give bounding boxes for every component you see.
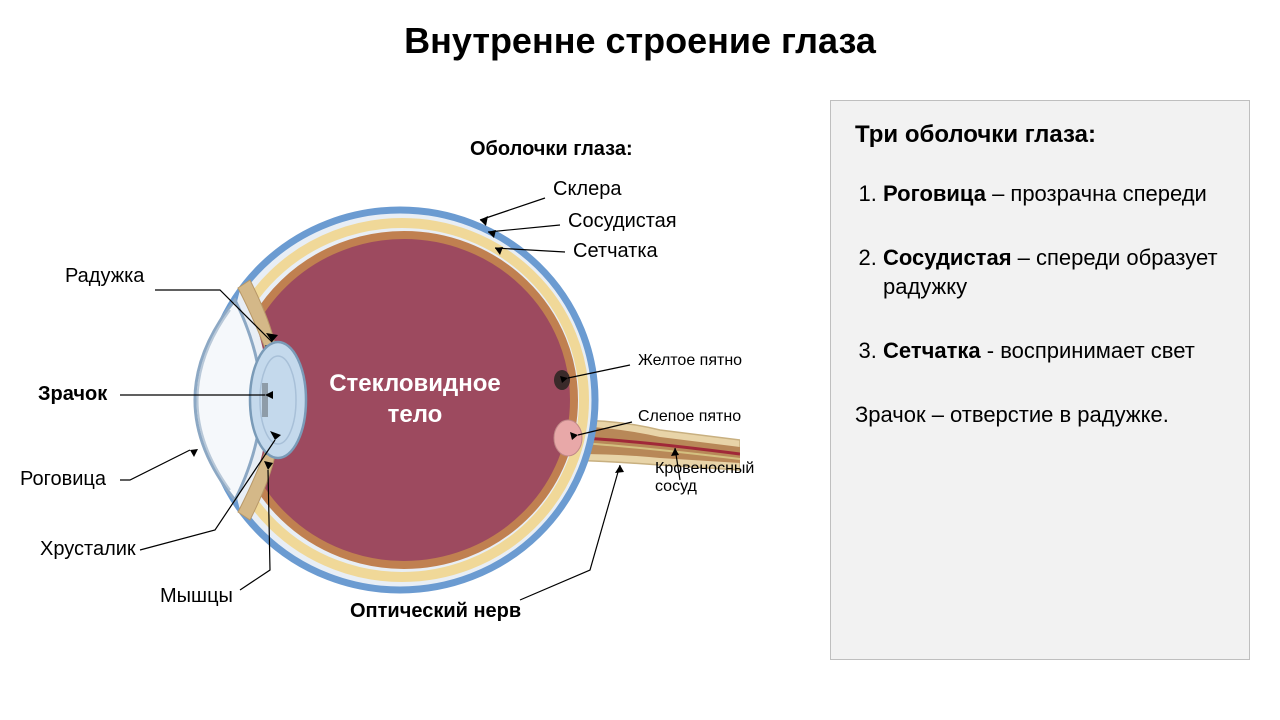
sidebar-footer: Зрачок – отверстие в радужке. (855, 400, 1225, 430)
sidebar-item-1: Роговица – прозрачна спереди (883, 179, 1225, 209)
label-optic-nerve: Оптический нерв (350, 600, 521, 623)
eye-diagram: Оболочки глаза: Склера Сосудистая Сетчат… (20, 90, 780, 690)
sidebar-panel: Три оболочки глаза: Роговица – прозрачна… (830, 100, 1250, 660)
label-blood-vessel: Кровеносный сосуд (655, 460, 754, 497)
label-blind-spot: Слепое пятно (638, 408, 741, 426)
sidebar-list: Роговица – прозрачна спереди Сосудистая … (855, 179, 1225, 366)
label-yellow-spot: Желтое пятно (638, 352, 742, 370)
label-pupil: Зрачок (38, 383, 107, 406)
label-cornea: Роговица (20, 468, 106, 491)
sidebar-item-2: Сосудистая – спереди образует радужку (883, 243, 1225, 302)
label-retina: Сетчатка (573, 240, 658, 263)
label-muscles: Мышцы (160, 585, 233, 608)
label-sclera: Склера (553, 178, 621, 201)
sidebar-item-3: Сетчатка - воспринимает свет (883, 336, 1225, 366)
label-iris: Радужка (65, 265, 144, 288)
page-title: Внутренне строение глаза (0, 0, 1280, 62)
sidebar-title: Три оболочки глаза: (855, 121, 1225, 149)
label-choroid: Сосудистая (568, 210, 677, 233)
label-lens: Хрусталик (40, 538, 136, 561)
label-heading: Оболочки глаза: (470, 138, 633, 161)
label-vitreous: Стекловидное тело (315, 368, 515, 430)
